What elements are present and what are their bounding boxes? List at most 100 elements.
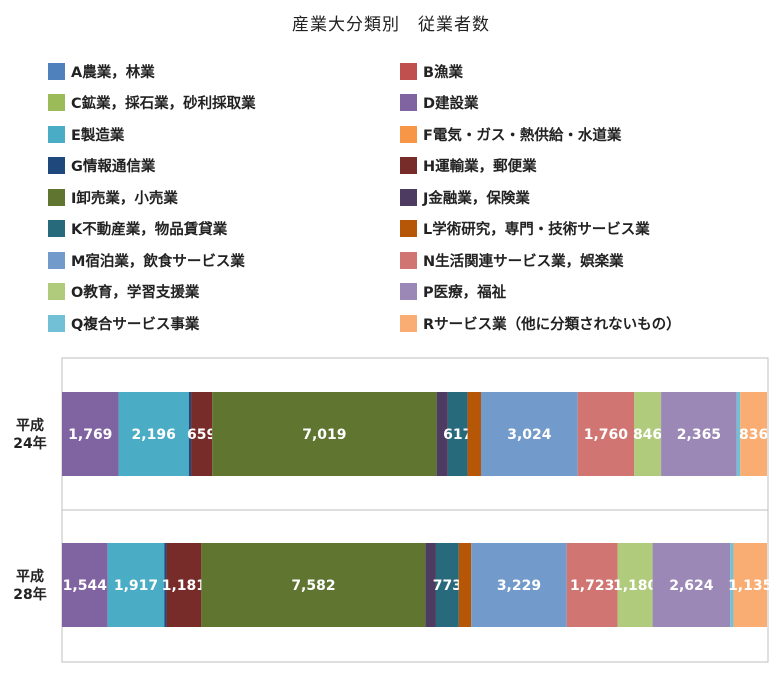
bar-segment: [191, 392, 213, 476]
data-label: 1,181: [162, 578, 206, 594]
bar-segment: [62, 543, 108, 627]
legend-label: D建設業: [423, 96, 479, 112]
chart-title: 産業大分類別 従業者数: [292, 15, 490, 35]
legend-swatch: [400, 125, 417, 143]
data-label: 3,024: [507, 427, 552, 443]
legend-swatch: [400, 220, 417, 237]
legend-swatch: [400, 251, 417, 269]
bar-segment: [740, 392, 767, 476]
legend-item: Q複合サービス事業: [48, 312, 199, 334]
legend-item: I卸売業，小売業: [48, 186, 178, 208]
bar-segment: [661, 392, 737, 476]
data-label: 7,582: [291, 578, 335, 594]
bar-segment: [447, 392, 468, 476]
data-label: 617: [443, 427, 472, 443]
legend-item: C鉱業，採石業，砂利採取業: [48, 92, 256, 114]
legend-item: H運輸業，郵便業: [400, 155, 537, 177]
bar-segment: [733, 543, 767, 627]
bar-segment: [212, 392, 437, 476]
legend-item: O教育，学習支援業: [48, 281, 199, 303]
bar-segment: [164, 543, 167, 627]
data-label: 2,365: [677, 427, 721, 443]
bar-segment: [425, 543, 436, 627]
bar-segment: [471, 543, 567, 627]
legend-swatch: [48, 125, 65, 143]
bar-segment: [652, 543, 731, 627]
legend-swatch: [400, 188, 417, 206]
data-label: 2,624: [669, 578, 714, 594]
legend-item: F電気・ガス・熱供給・水道業: [400, 123, 621, 145]
legend-swatch: [400, 314, 417, 332]
data-label: 659: [187, 427, 216, 443]
data-label: 1,760: [584, 427, 629, 443]
bar-segment: [201, 543, 426, 627]
legend-item: P医療，福祉: [400, 281, 506, 303]
legend-label: J金融業，保険業: [423, 190, 530, 207]
legend-label: O教育，学習支援業: [71, 285, 200, 301]
bar-segment: [62, 392, 119, 476]
legend-item: A農業，林業: [48, 60, 155, 82]
chart-legend: A農業，林業 B漁業 C鉱業，採石業，砂利採取業 D建設業 E製造業 F電気・ガス・熱供給…: [48, 60, 681, 334]
legend-swatch: [48, 157, 65, 174]
legend-label: F電気・ガス・熱供給・水道業: [423, 127, 622, 144]
category-label: 28年: [13, 586, 46, 603]
category-label: 平成: [16, 417, 44, 434]
data-label: 3,229: [497, 578, 541, 594]
legend-label: I卸売業，小売業: [71, 190, 178, 207]
legend-label: C鉱業，採石業，砂利採取業: [71, 96, 256, 112]
legend-item: Rサービス業（他に分類されないもの）: [400, 312, 681, 334]
bar-segment: [458, 543, 472, 627]
data-label: 1,544: [63, 578, 108, 594]
legend-swatch: [400, 283, 417, 300]
legend-item: M宿泊業，飲食サービス業: [48, 249, 245, 271]
data-label: 773: [433, 578, 462, 594]
bar-segment: [467, 392, 482, 476]
legend-swatch: [400, 62, 417, 80]
legend-swatch: [48, 188, 65, 206]
data-label: 7,019: [302, 427, 346, 443]
legend-swatch: [48, 220, 65, 237]
data-label: 846: [633, 427, 662, 443]
category-label: 24年: [13, 435, 46, 452]
legend-label: N生活関連サービス業，娯楽業: [423, 253, 624, 270]
bar-segment: [566, 543, 618, 627]
bar-segment: [107, 543, 165, 627]
legend-item: G情報通信業: [48, 155, 155, 177]
legend-swatch: [48, 314, 65, 332]
bar-segment: [577, 392, 635, 476]
legend-swatch: [48, 283, 65, 300]
legend-item: L学術研究，専門・技術サービス業: [400, 218, 650, 240]
legend-label: Q複合サービス事業: [71, 316, 200, 333]
bar-segment: [634, 392, 662, 476]
bar-segment: [166, 543, 202, 627]
data-label: 1,135: [728, 578, 772, 594]
bar-segment: [436, 392, 448, 476]
data-label: 1,769: [68, 427, 112, 443]
legend-swatch: [48, 251, 65, 269]
legend-item: B漁業: [400, 60, 463, 82]
bar-segment: [481, 392, 578, 476]
data-label: 1,180: [613, 578, 658, 594]
bar-segment: [118, 392, 189, 476]
data-label: 1,917: [114, 578, 158, 594]
bar-segment: [617, 543, 653, 627]
legend-label: M宿泊業，飲食サービス業: [71, 253, 245, 270]
legend-label: H運輸業，郵便業: [423, 159, 537, 175]
legend-label: Rサービス業（他に分類されないもの）: [423, 316, 681, 333]
bar-segment: [730, 543, 734, 627]
legend-swatch: [400, 157, 417, 174]
bar-segment: [435, 543, 459, 627]
legend-item: D建設業: [400, 92, 479, 114]
data-label: 836: [739, 427, 768, 443]
legend-item: J金融業，保険業: [400, 186, 530, 208]
legend-swatch: [400, 94, 417, 111]
legend-label: A農業，林業: [71, 64, 155, 81]
legend-label: P医療，福祉: [423, 285, 507, 301]
bar-segment: [188, 392, 192, 476]
legend-item: K不動産業，物品賃貸業: [48, 218, 227, 240]
legend-label: L学術研究，専門・技術サービス業: [423, 222, 650, 238]
legend-label: B漁業: [423, 64, 464, 81]
legend-label: K不動産業，物品賃貸業: [71, 222, 228, 238]
legend-swatch: [48, 94, 65, 111]
